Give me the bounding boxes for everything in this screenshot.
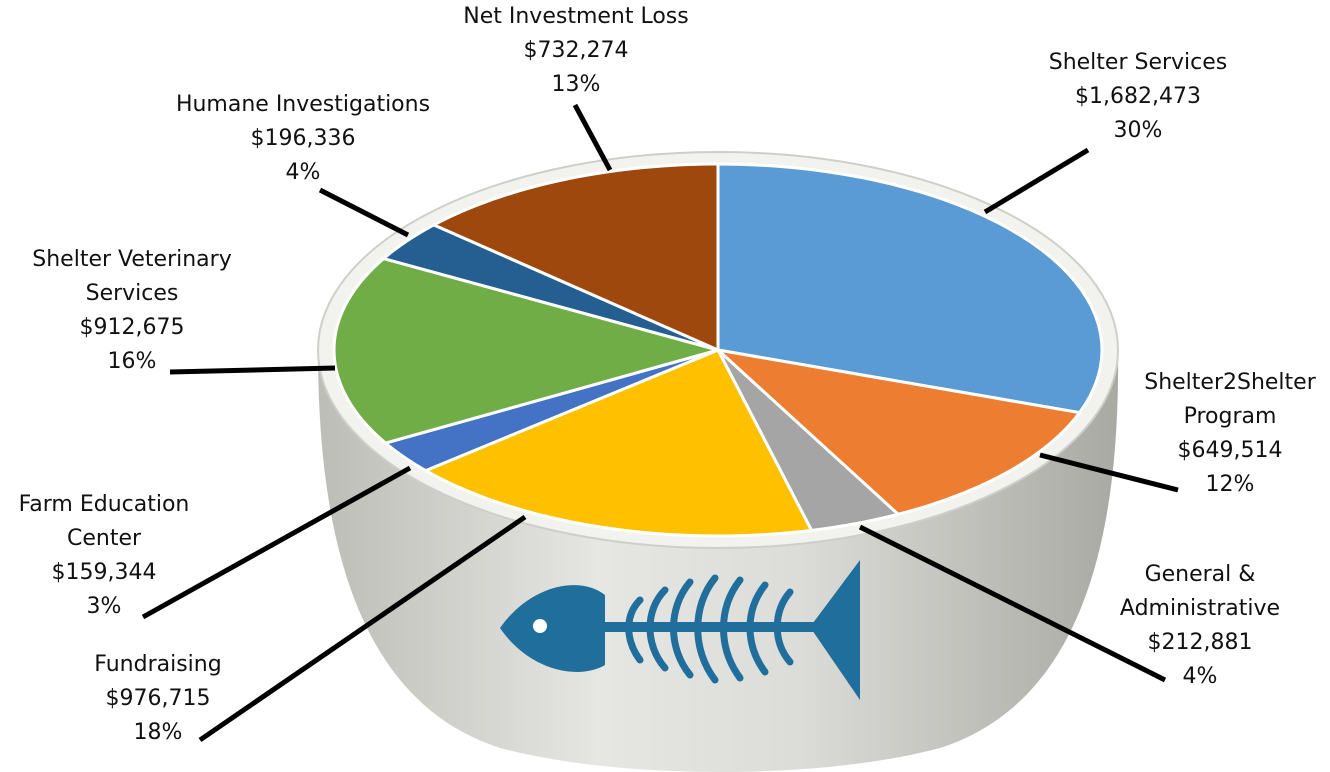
percent-label: 4% xyxy=(1182,664,1218,689)
category-name: Net Investment Loss xyxy=(463,4,689,29)
percent-label: 3% xyxy=(86,594,122,619)
value-label: $159,344 xyxy=(51,560,157,585)
slice-label: Fundraising $976,715 18% xyxy=(94,648,221,750)
category-name: Fundraising xyxy=(94,652,222,677)
leader-lines xyxy=(141,103,1179,743)
pie-slice xyxy=(422,348,814,538)
category-name: General & Administrative xyxy=(1119,562,1281,621)
fish-icon xyxy=(500,560,860,700)
category-name: Shelter Services xyxy=(1048,50,1228,75)
slice-label: Farm Education Center $159,344 3% xyxy=(19,488,190,624)
pie xyxy=(332,162,1104,538)
value-label: $1,682,473 xyxy=(1075,84,1201,109)
slice-label: Shelter Services $1,682,473 30% xyxy=(1049,46,1228,148)
category-name: Humane Investigations xyxy=(175,92,431,117)
value-label: $732,274 xyxy=(523,38,629,63)
pie-slice xyxy=(382,348,719,473)
percent-label: 4% xyxy=(285,160,321,185)
slice-label: Net Investment Loss $732,274 13% xyxy=(463,0,688,102)
value-label: $976,715 xyxy=(105,686,211,711)
percent-label: 13% xyxy=(551,72,601,97)
slice-label: Shelter Veterinary Services $912,675 16% xyxy=(32,243,231,379)
category-name: Shelter2Shelter Program xyxy=(1144,370,1316,429)
slice-label: Shelter2Shelter Program $649,514 12% xyxy=(1144,366,1316,502)
percent-label: 16% xyxy=(107,349,157,374)
percent-label: 12% xyxy=(1205,472,1255,497)
pie-slice xyxy=(380,223,719,352)
percent-label: 18% xyxy=(133,720,183,745)
value-label: $649,514 xyxy=(1177,438,1283,463)
category-name: Shelter Veterinary Services xyxy=(32,247,232,306)
value-label: $912,675 xyxy=(79,315,185,340)
pie-slice xyxy=(716,348,902,533)
value-label: $196,336 xyxy=(250,126,356,151)
pie-slice xyxy=(716,162,1104,415)
pie-slice xyxy=(332,256,724,445)
category-name: Farm Education Center xyxy=(18,492,190,551)
pie-slice xyxy=(713,347,1083,516)
slice-label: General & Administrative $212,881 4% xyxy=(1120,558,1280,694)
pie-slice xyxy=(430,162,720,353)
value-label: $212,881 xyxy=(1147,630,1253,655)
slice-label: Humane Investigations $196,336 4% xyxy=(176,88,430,190)
percent-label: 30% xyxy=(1113,118,1163,143)
